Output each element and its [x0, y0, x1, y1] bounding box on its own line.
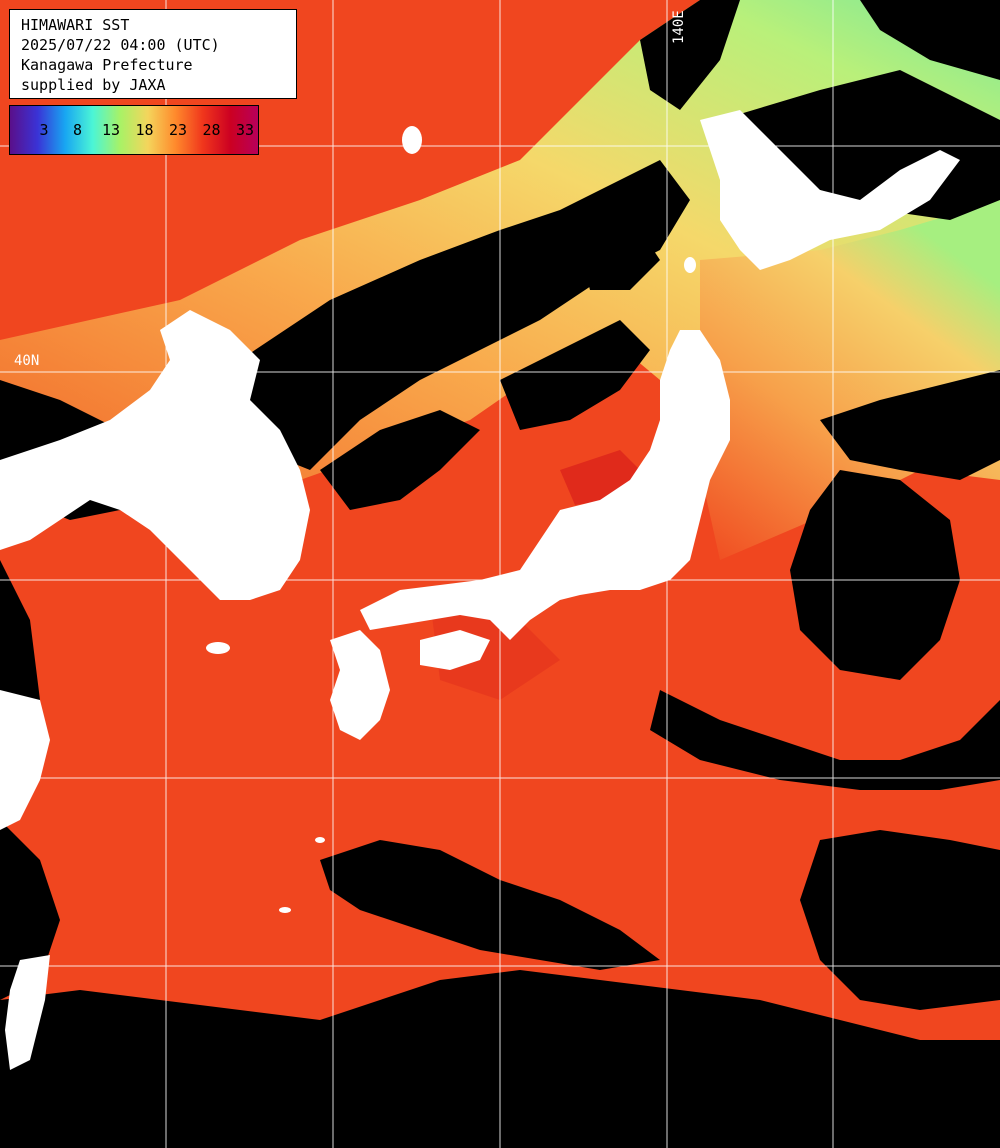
land-korea — [0, 310, 310, 600]
colorbar-tick-label: 33 — [235, 121, 255, 139]
colorbar-tick-label: 13 — [101, 121, 121, 139]
lat-label-40n: 40N — [14, 353, 40, 369]
land-taiwan — [5, 955, 50, 1070]
colorbar-tick-label: 18 — [135, 121, 154, 139]
lat-label-30n: 30N — [14, 759, 40, 775]
land-shikoku — [420, 630, 490, 670]
land-china-coast — [0, 690, 50, 830]
info-source: supplied by JAXA — [21, 76, 166, 94]
lon-label-140e: 140E — [671, 10, 687, 44]
colorbar-tick-label: 3 — [39, 121, 49, 139]
land-honshu — [360, 330, 730, 640]
info-title: HIMAWARI SST — [21, 16, 130, 34]
temperature-colorbar: 3 8 13 18 23 28 33 — [9, 105, 259, 155]
info-region: Kanagawa Prefecture — [21, 56, 193, 74]
land-kyushu — [330, 630, 390, 740]
colorbar-tick-label: 28 — [202, 121, 221, 139]
colorbar-tick-label: 23 — [168, 121, 188, 139]
sea-hot-patch — [560, 450, 640, 505]
info-panel: HIMAWARI SST 2025/07/22 04:00 (UTC) Kana… — [9, 9, 297, 99]
land-areas — [0, 110, 960, 1070]
colorbar-tick-label: 8 — [72, 121, 83, 139]
sea-hot-south — [430, 600, 560, 700]
info-timestamp: 2025/07/22 04:00 (UTC) — [21, 36, 220, 54]
colorbar-ticks: 3 8 13 18 23 28 33 — [10, 106, 258, 154]
land-hokkaido — [700, 110, 960, 270]
